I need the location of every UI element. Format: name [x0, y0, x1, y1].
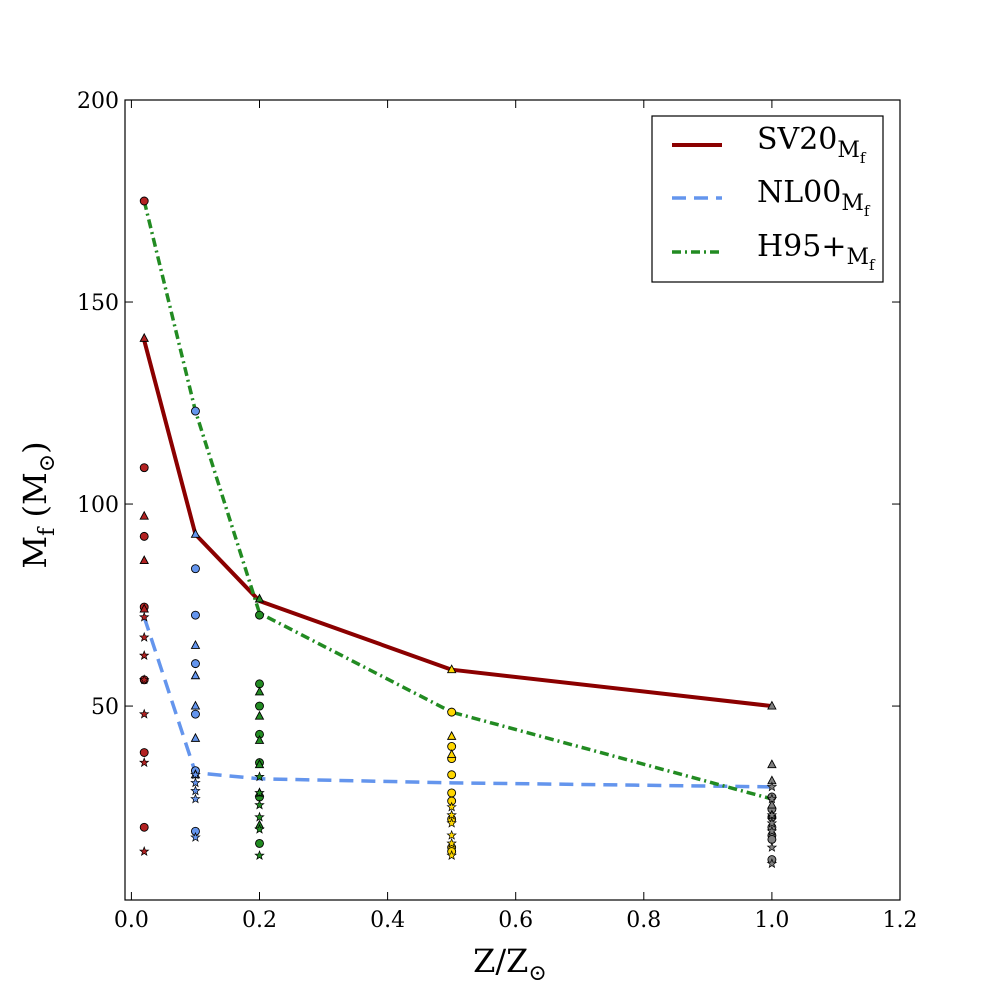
scatter-point-triangle [767, 700, 777, 710]
scatter-point-star [446, 837, 457, 848]
scatter-point-star [190, 793, 201, 804]
scatter-point-star [446, 817, 457, 828]
legend-label: NL00Mf [757, 175, 871, 220]
scatter-point-star [190, 777, 201, 788]
scatter-point-triangle [190, 732, 201, 742]
y-tick-label: 50 [91, 695, 119, 720]
scatter-point-circle [191, 564, 200, 574]
scatter-point-triangle [446, 664, 457, 674]
scatter-point-circle [255, 610, 264, 620]
x-tick-label: 0.2 [242, 908, 277, 933]
series-line-nl00 [142, 616, 772, 789]
scatter-point-triangle [139, 510, 149, 520]
scatter-point-star [138, 611, 150, 622]
legend-label: H95+Mf [757, 229, 876, 274]
scatter-point-circle [447, 788, 457, 798]
scatter-point-star [446, 850, 457, 861]
scatter-point-circle [191, 659, 200, 669]
scatter-point-star [446, 829, 457, 840]
legend-box [651, 115, 884, 283]
x-tick-label: 1.0 [754, 908, 789, 933]
scatter-point-star [254, 771, 265, 782]
scatter-point-triangle [767, 799, 777, 809]
scatter-point-star [766, 817, 778, 828]
scatter-point-circle [447, 707, 457, 717]
scatter-point-circle [191, 709, 200, 719]
plot-area [138, 196, 778, 869]
scatter-point-star [766, 781, 778, 792]
scatter-point-star [138, 846, 150, 856]
scatter-point-circle [139, 748, 149, 757]
scatter-point-triangle [446, 749, 457, 758]
scatter-point-circle [255, 838, 264, 848]
scatter-point-triangle [190, 670, 201, 680]
scatter-point-triangle [254, 593, 265, 603]
scatter-point-triangle [139, 332, 149, 342]
scatter-point-triangle [254, 686, 265, 696]
scatter-point-star [190, 769, 201, 780]
scatter-point-circle [255, 701, 264, 711]
series-line-sv20 [142, 339, 773, 709]
axis-ticks: 0.0 0.2 0.4 0.6 0.8 1.0 1.2 50 100 150 200 [77, 89, 918, 933]
x-tick-label: 0.0 [114, 908, 149, 933]
scatter-point-star [190, 831, 201, 842]
scatter-point-star [138, 650, 150, 661]
scatter-point-triangle [254, 710, 265, 720]
y-tick-label: 150 [77, 291, 119, 316]
x-axis-title: Z/Z⊙ [473, 942, 547, 986]
scatter-point-star [254, 850, 265, 861]
scatter-point-star [138, 708, 150, 719]
x-tick-label: 0.8 [626, 908, 661, 933]
x-tick-label: 0.6 [498, 908, 533, 933]
scatter-point-star [254, 787, 265, 798]
scatter-point-circle [139, 196, 149, 206]
scatter-point-star [254, 823, 265, 834]
scatter-point-triangle [446, 730, 457, 740]
legend-label: SV20Mf [757, 122, 867, 167]
y-axis-title: Mf (M⊙) [16, 441, 60, 568]
scatter-point-circle [139, 531, 149, 541]
scatter-point-star [254, 799, 265, 810]
plot-frame [124, 99, 901, 901]
scatter-point-star [766, 825, 778, 836]
scatter-point-star [190, 785, 201, 796]
scatter-point-triangle [254, 759, 265, 769]
scatter-point-triangle [190, 528, 201, 538]
scatter-point-triangle [767, 759, 777, 769]
scatter-point-star [446, 809, 457, 820]
legend: SV20Mf NL00Mf H95+Mf [651, 115, 884, 283]
y-tick-label: 200 [77, 89, 119, 114]
scatter-point-star [766, 793, 778, 804]
scatter-point-circle [191, 406, 200, 416]
x-tick-label: 0.4 [370, 908, 405, 933]
scatter-point-star [138, 674, 150, 685]
scatter-point-star [766, 841, 778, 852]
scatter-point-triangle [190, 639, 201, 649]
scatter-point-circle [447, 770, 457, 780]
scatter-point-circle [139, 463, 149, 473]
scatter-point-star [766, 858, 778, 869]
scatter-point-star [138, 757, 150, 768]
scatter-point-circle [191, 610, 200, 620]
scatter-point-circle [139, 822, 149, 832]
scatter-point-triangle [139, 555, 149, 565]
scatter-point-star [766, 809, 778, 820]
scatter-point-triangle [254, 734, 265, 744]
scatter-point-star [138, 631, 150, 642]
y-tick-label: 100 [77, 493, 119, 518]
series-line-h95 [142, 200, 773, 801]
scatter-point-star [446, 801, 457, 812]
scatter-point-star [254, 811, 265, 822]
x-tick-label: 1.2 [883, 908, 918, 933]
scatter-point-triangle [190, 700, 201, 710]
